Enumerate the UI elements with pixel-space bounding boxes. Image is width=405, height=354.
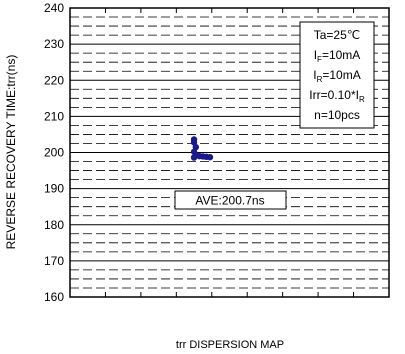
y-tick-label: 190 bbox=[44, 182, 64, 196]
condition-if: IF=10mA bbox=[314, 48, 361, 64]
conditions-box: Ta=25℃ IF=10mA IR=10mA Irr=0.10*IR n=10p… bbox=[299, 21, 375, 129]
plot-frame bbox=[69, 7, 390, 298]
conditions-box-frame bbox=[299, 21, 375, 129]
y-tick-label: 200 bbox=[44, 146, 64, 160]
y-tick-label: 170 bbox=[44, 254, 64, 268]
y-tick-label: 160 bbox=[44, 290, 64, 304]
data-point bbox=[190, 154, 198, 161]
average-label: AVE:200.7ns bbox=[195, 194, 264, 208]
y-tick-label: 220 bbox=[44, 73, 64, 87]
y-axis-label: REVERSE RECOVERY TIME:trr(ns) bbox=[4, 55, 18, 250]
y-tick-labels: 160 170 180 190 200 210 220 230 240 bbox=[44, 1, 64, 304]
x-tick-marks bbox=[104, 8, 355, 297]
y-tick-label: 210 bbox=[44, 109, 64, 123]
condition-irr: Irr=0.10*IR bbox=[309, 88, 365, 104]
condition-ta: Ta=25℃ bbox=[314, 28, 361, 42]
data-point bbox=[206, 153, 214, 161]
x-axis-label: trr DISPERSION MAP bbox=[176, 339, 284, 351]
condition-ir: IR=10mA bbox=[313, 68, 360, 84]
y-tick-label: 180 bbox=[44, 218, 64, 232]
average-box: AVE:200.7ns bbox=[174, 190, 287, 210]
y-tick-label: 230 bbox=[44, 37, 64, 51]
data-points bbox=[190, 136, 214, 161]
average-box-frame bbox=[174, 190, 287, 210]
y-tick-label: 240 bbox=[44, 1, 64, 15]
major-grid bbox=[70, 43, 389, 262]
condition-n: n=10pcs bbox=[314, 108, 360, 122]
